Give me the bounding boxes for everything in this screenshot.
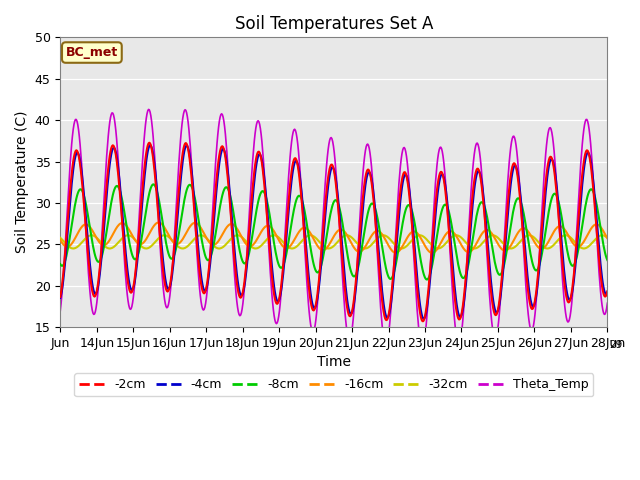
Title: Soil Temperatures Set A: Soil Temperatures Set A	[235, 15, 433, 33]
Legend: -2cm, -4cm, -8cm, -16cm, -32cm, Theta_Temp: -2cm, -4cm, -8cm, -16cm, -32cm, Theta_Te…	[74, 373, 593, 396]
Text: BC_met: BC_met	[66, 46, 118, 59]
X-axis label: Time: Time	[317, 355, 351, 370]
Text: 29: 29	[609, 339, 623, 349]
Y-axis label: Soil Temperature (C): Soil Temperature (C)	[15, 111, 29, 253]
